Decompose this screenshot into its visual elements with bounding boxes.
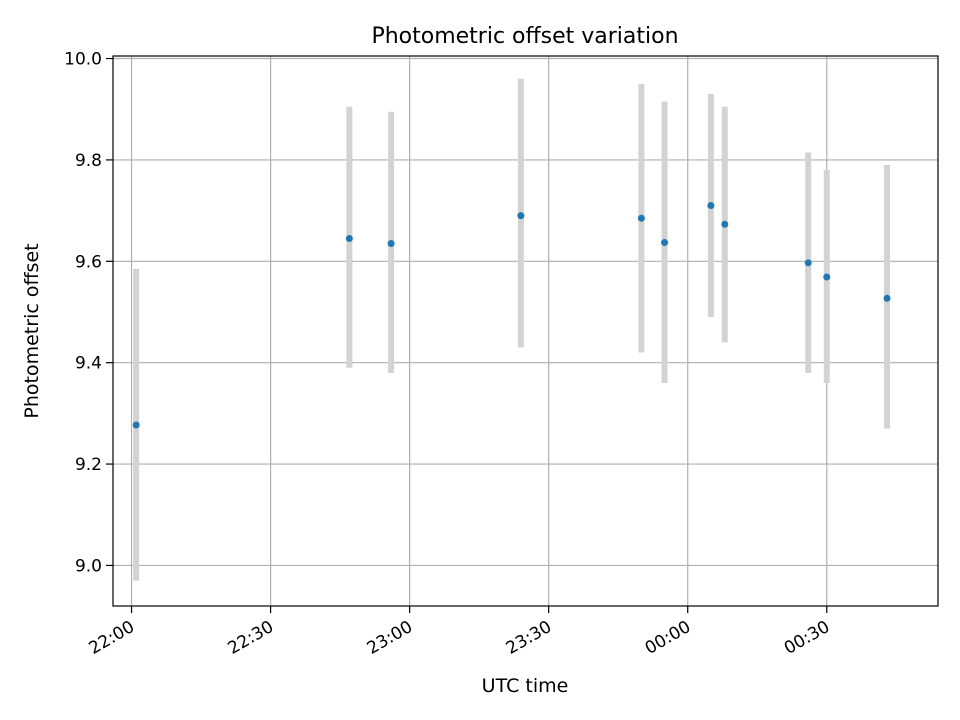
data-point [387,240,395,248]
chart-title: Photometric offset variation [371,24,678,49]
plot-frame [112,55,939,607]
y-tick-label: 9.4 [75,354,102,374]
data-point [707,202,715,210]
x-axis-label: UTC time [482,675,569,697]
data-point [823,273,831,281]
data-point [661,239,669,247]
data-point [345,234,353,242]
y-tick-label: 9.2 [75,455,102,475]
data-point [132,421,140,429]
data-point [721,220,729,228]
y-tick-label: 9.8 [75,151,102,171]
data-point [637,214,645,222]
data-points [132,202,891,429]
y-axis: 9.0 9.2 9.4 9.6 9.8 10.0 [64,50,113,576]
y-tick-label: 10.0 [64,50,102,70]
y-tick-label: 9.6 [75,252,102,272]
data-point [883,294,891,302]
y-axis-label: Photometric offset [21,243,43,418]
y-tick-label: 9.0 [75,556,102,576]
data-point [517,212,525,220]
data-point [804,259,812,267]
